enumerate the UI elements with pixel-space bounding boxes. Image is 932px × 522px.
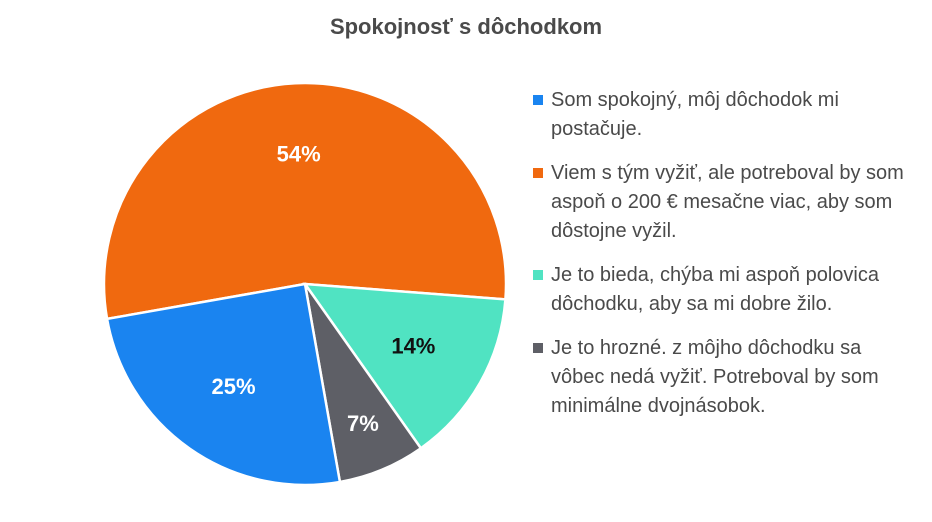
data-label: 25% bbox=[211, 374, 255, 399]
legend-label: Som spokojný, môj dôchodok mi postačuje. bbox=[551, 89, 839, 140]
legend-item: Je to hrozné. z môjho dôchodku sa vôbec … bbox=[533, 334, 913, 421]
pie-slice bbox=[105, 282, 342, 487]
pie-slice bbox=[302, 282, 507, 450]
legend-label: Viem s tým vyžiť, ale potreboval by som … bbox=[551, 162, 904, 242]
data-label: 14% bbox=[391, 334, 435, 359]
legend-item: Je to bieda, chýba mi aspoň polovica dôc… bbox=[533, 261, 913, 319]
legend-item: Viem s tým vyžiť, ale potreboval by som … bbox=[533, 159, 913, 246]
legend-item: Som spokojný, môj dôchodok mi postačuje. bbox=[533, 86, 913, 144]
legend-label: Je to hrozné. z môjho dôchodku sa vôbec … bbox=[551, 337, 879, 417]
legend-swatch bbox=[533, 95, 543, 105]
legend-swatch bbox=[533, 343, 543, 353]
chart-title: Spokojnosť s dôchodkom bbox=[329, 14, 603, 39]
legend-label: Je to bieda, chýba mi aspoň polovica dôc… bbox=[551, 264, 879, 315]
data-label: 54% bbox=[277, 142, 321, 167]
legend-swatch bbox=[533, 270, 543, 280]
legend: Som spokojný, môj dôchodok mi postačuje.… bbox=[533, 86, 913, 436]
legend-swatch bbox=[533, 168, 543, 178]
data-label: 7% bbox=[347, 411, 379, 436]
pie-slice bbox=[102, 81, 508, 321]
